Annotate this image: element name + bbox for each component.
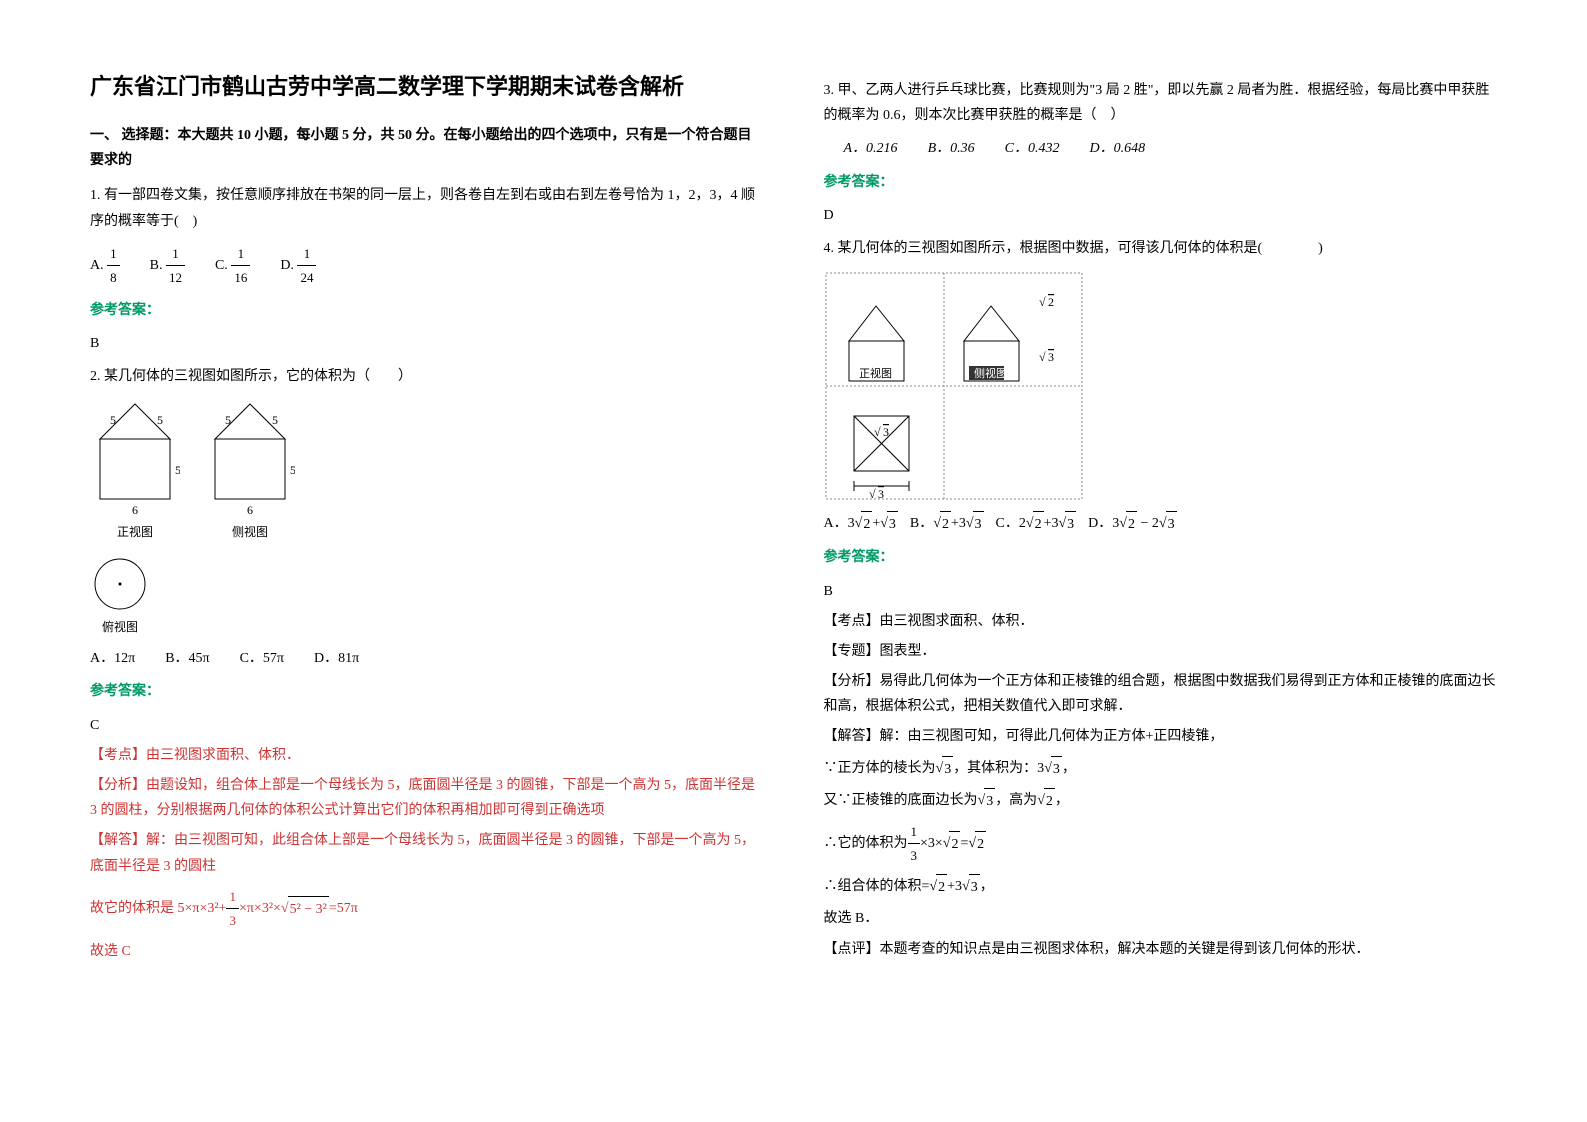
q4-tag-solve: 【解答】解：由三视图可知，可得此几何体为正方体+正四棱锥，	[824, 724, 1498, 749]
q3-text: 3. 甲、乙两人进行乒乓球比赛，比赛规则为"3 局 2 胜"，即以先赢 2 局者…	[824, 78, 1498, 128]
q3-ans: D	[824, 203, 1498, 228]
q4-opt-a: A．32+3	[824, 511, 898, 537]
q1-ans-label: 参考答案：	[90, 298, 764, 323]
svg-text:6: 6	[247, 503, 253, 517]
q4-text: 4. 某几何体的三视图如图所示，根据图中数据，可得该几何体的体积是( )	[824, 236, 1498, 261]
q1-opt-d: D. 124	[280, 242, 316, 290]
q3-opt-d: D．0.648	[1089, 136, 1145, 161]
q2-front-svg: 5 5 5 6	[90, 399, 180, 519]
svg-text:5: 5	[175, 463, 180, 477]
q4-line2: 又∵正棱锥的底面边长为3，高为2，	[824, 788, 1498, 814]
q3-opt-c: C．0.432	[1005, 136, 1060, 161]
q4-ans: B	[824, 579, 1498, 604]
svg-text:√: √	[869, 487, 876, 501]
q2-ans: C	[90, 713, 764, 738]
svg-text:6: 6	[132, 503, 138, 517]
q4-tag-comment: 【点评】本题考查的知识点是由三视图求体积，解决本题的关键是得到该几何体的形状．	[824, 937, 1498, 962]
q4-opt-d: D．32 − 23	[1088, 511, 1176, 537]
q4-line5: 故选 B．	[824, 906, 1498, 931]
q2-formula: 故它的体积是 5×π×3²+13×π×3²×5² − 3²=57π	[90, 885, 764, 933]
q4-tag-analysis: 【分析】易得此几何体为一个正方体和正棱锥的组合题，根据图中数据我们易得到正方体和…	[824, 669, 1498, 719]
svg-text:5: 5	[272, 413, 278, 427]
q4-line3: ∴它的体积为13×3×2=2	[824, 820, 1498, 868]
q4-opt-c: C．22+33	[996, 511, 1077, 537]
q2-views: 5 5 5 6 正视图 5 5 5 6 侧视图	[90, 399, 764, 544]
q4-views: 正视图 侧视图 侧视图 √2 √3 √3 √3	[824, 271, 1498, 501]
q1-options: A. 18 B. 112 C. 116 D. 124	[90, 242, 764, 290]
right-column: 3. 甲、乙两人进行乒乓球比赛，比赛规则为"3 局 2 胜"，即以先赢 2 局者…	[824, 70, 1498, 1052]
svg-text:3: 3	[1048, 350, 1054, 364]
q2-options: A．12π B．45π C．57π D．81π	[90, 646, 764, 671]
q2-front-view: 5 5 5 6 正视图	[90, 399, 180, 544]
svg-text:5: 5	[110, 413, 116, 427]
svg-text:√: √	[1039, 295, 1046, 309]
q2-opt-a: A．12π	[90, 646, 135, 671]
svg-text:5: 5	[157, 413, 163, 427]
q1-opt-b: B. 112	[150, 242, 185, 290]
q1-opt-a: A. 18	[90, 242, 120, 290]
q3-ans-label: 参考答案：	[824, 170, 1498, 195]
q2-top-view: 俯视图	[90, 554, 150, 639]
svg-text:5: 5	[225, 413, 231, 427]
q1-ans: B	[90, 331, 764, 356]
q1-text: 1. 有一部四卷文集，按任意顺序排放在书架的同一层上，则各卷自左到右或由右到左卷…	[90, 183, 764, 233]
svg-text:3: 3	[878, 487, 884, 501]
q4-line1: ∵正方体的棱长为3，其体积为：33，	[824, 756, 1498, 782]
q2-ans-label: 参考答案：	[90, 679, 764, 704]
svg-text:√: √	[874, 425, 881, 439]
left-column: 广东省江门市鹤山古劳中学高二数学理下学期期末试卷含解析 一、 选择题：本大题共 …	[90, 70, 764, 1052]
q2-side-view: 5 5 5 6 侧视图	[205, 399, 295, 544]
q4-views-svg: 正视图 侧视图 侧视图 √2 √3 √3 √3	[824, 271, 1084, 501]
svg-text:√: √	[1039, 350, 1046, 364]
q2-opt-b: B．45π	[165, 646, 209, 671]
q3-options: A．0.216 B．0.36 C．0.432 D．0.648	[844, 136, 1498, 161]
q1-opt-c: C. 116	[215, 242, 250, 290]
q3-opt-a: A．0.216	[844, 136, 898, 161]
q2-tag-analysis: 【分析】由题设知，组合体上部是一个母线长为 5，底面圆半径是 3 的圆锥，下部是…	[90, 773, 764, 823]
q2-top-svg	[90, 554, 150, 614]
svg-text:正视图: 正视图	[859, 366, 892, 380]
q4-tag-exam: 【考点】由三视图求面积、体积．	[824, 609, 1498, 634]
q3-opt-b: B．0.36	[928, 136, 975, 161]
q2-conclusion: 故选 C	[90, 939, 764, 964]
q4-ans-label: 参考答案：	[824, 545, 1498, 570]
q4-tag-topic: 【专题】图表型．	[824, 639, 1498, 664]
doc-title: 广东省江门市鹤山古劳中学高二数学理下学期期末试卷含解析	[90, 70, 764, 103]
svg-text:2: 2	[1048, 295, 1054, 309]
svg-text:3: 3	[883, 425, 889, 439]
q2-side-svg: 5 5 5 6	[205, 399, 295, 519]
q2-tag-solve: 【解答】解：由三视图可知，此组合体上部是一个母线长为 5，底面圆半径是 3 的圆…	[90, 828, 764, 878]
q2-text: 2. 某几何体的三视图如图所示，它的体积为（ ）	[90, 364, 764, 389]
section-1-title: 一、 选择题：本大题共 10 小题，每小题 5 分，共 50 分。在每小题给出的…	[90, 123, 764, 173]
q4-line4: ∴组合体的体积=2+33，	[824, 874, 1498, 900]
svg-text:5: 5	[290, 463, 295, 477]
q4-options: A．32+3 B．2+33 C．22+33 D．32 − 23	[824, 511, 1498, 537]
svg-text:侧视图: 侧视图	[974, 366, 1007, 380]
q2-opt-d: D．81π	[314, 646, 359, 671]
q2-opt-c: C．57π	[240, 646, 284, 671]
q2-tag-exam: 【考点】由三视图求面积、体积．	[90, 743, 764, 768]
q4-opt-b: B．2+33	[910, 511, 984, 537]
